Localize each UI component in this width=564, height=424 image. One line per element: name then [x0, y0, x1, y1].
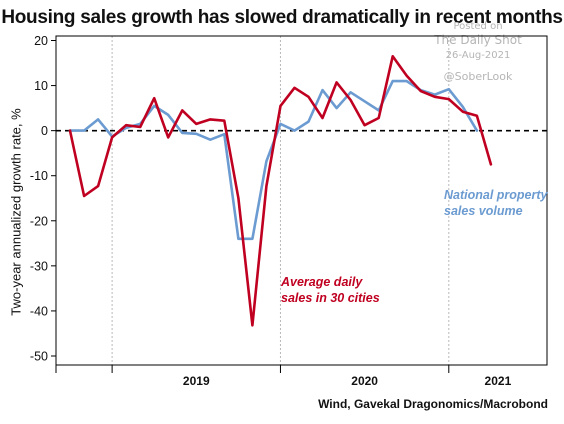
chart-title: Housing sales growth has slowed dramatic…	[1, 7, 563, 28]
watermark-posted: Posted on	[453, 21, 503, 32]
series-label-line: National property	[444, 188, 548, 202]
y-tick-label: 10	[34, 79, 48, 93]
series-line	[68, 79, 479, 241]
y-tick-label: -40	[30, 304, 48, 318]
x-axis: 2019 2020 2021	[55, 365, 512, 388]
y-tick-label: -10	[30, 169, 48, 183]
series-lines	[68, 54, 493, 327]
series-label-average-daily-sales: Average daily sales in 30 cities	[281, 274, 380, 306]
y-tick-label: -20	[30, 214, 48, 228]
y-tick-label: 0	[41, 124, 48, 138]
y-ticks: 20 10 0 -10 -20 -30 -40 -50	[30, 34, 56, 363]
x-tick-label: 2021	[485, 374, 512, 388]
series-label-line: Average daily	[281, 275, 363, 289]
series-line	[68, 54, 493, 327]
series-label-line: sales in 30 cities	[281, 291, 380, 305]
grid-lines	[111, 36, 450, 365]
x-tick-label: 2019	[183, 374, 210, 388]
y-tick-label: -30	[30, 259, 48, 273]
watermark-date: 26-Aug-2021	[445, 50, 511, 61]
y-tick-label: 20	[34, 34, 48, 48]
plot-frame	[55, 35, 548, 366]
series-label-line: sales volume	[444, 204, 523, 218]
series-label-national-property: National property sales volume	[444, 187, 548, 219]
source-note: Wind, Gavekal Dragonomics/Macrobond	[318, 397, 548, 411]
y-tick-label: -50	[30, 349, 48, 363]
watermark-handle: @SoberLook	[443, 70, 513, 83]
x-tick-label: 2020	[351, 374, 378, 388]
